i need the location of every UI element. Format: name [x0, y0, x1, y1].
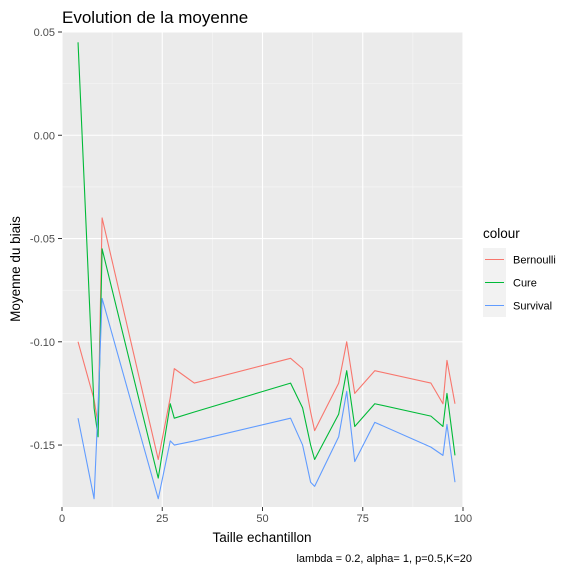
- chart-caption: lambda = 0.2, alpha= 1, p=0.5,K=20: [296, 553, 472, 565]
- legend-keys: Bernoulli Cure Survival: [483, 248, 556, 317]
- y-tick-label: -0.15: [30, 440, 55, 452]
- x-tick-label: 75: [357, 513, 369, 525]
- y-axis-title: Moyenne du biais: [8, 216, 23, 322]
- series-lines: [77, 42, 456, 500]
- y-tick-label: -0.05: [30, 234, 55, 246]
- major-gridlines: [61, 31, 464, 507]
- legend-label-cure: Cure: [513, 278, 537, 290]
- x-tick-label: 50: [256, 513, 268, 525]
- series-line-survival: [77, 297, 456, 500]
- legend-title: colour: [483, 226, 520, 241]
- x-axis-ticks: 0 25 50 75 100: [59, 507, 472, 525]
- series-line-cure: [77, 42, 456, 479]
- y-tick-label: 0.05: [34, 27, 55, 39]
- y-tick-label: 0.00: [34, 130, 55, 142]
- legend: colour Bernoulli Cure Survival: [483, 226, 556, 317]
- x-axis-title: Taille echantillon: [212, 530, 311, 545]
- legend-label-bernoulli: Bernoulli: [513, 255, 556, 267]
- chart-title: Evolution de la moyenne: [62, 8, 248, 27]
- x-tick-label: 25: [156, 513, 168, 525]
- x-tick-label: 100: [454, 513, 472, 525]
- series-line-bernoulli: [77, 217, 456, 461]
- y-tick-label: -0.10: [30, 337, 55, 349]
- legend-label-survival: Survival: [513, 301, 552, 313]
- y-axis-ticks: 0.05 0.00 -0.05 -0.10 -0.15: [30, 27, 62, 452]
- x-tick-label: 0: [59, 513, 65, 525]
